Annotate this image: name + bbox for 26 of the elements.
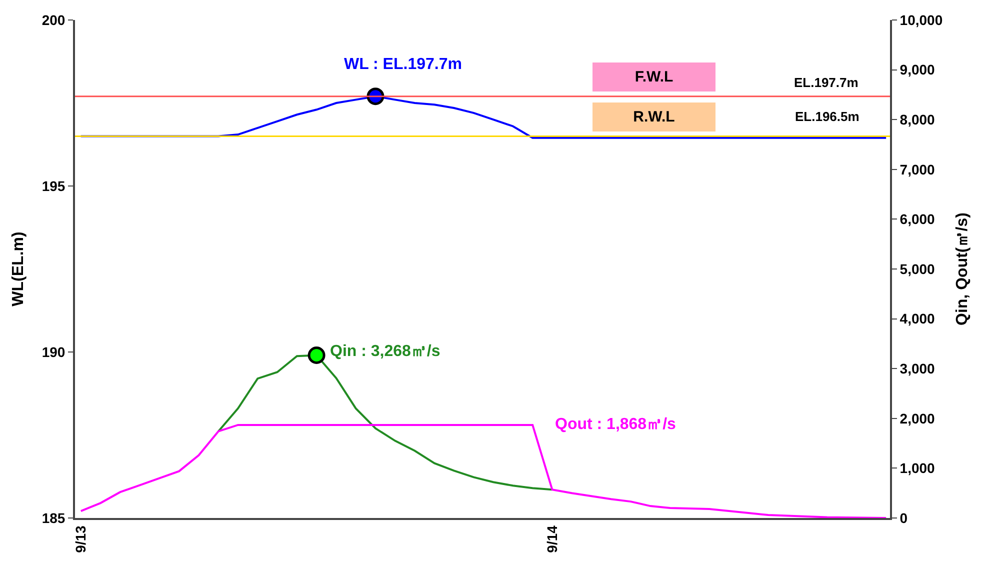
y2-tick-label: 0 [900,510,908,526]
annotation: EL.196.5m [795,109,860,124]
y-tick-label: 195 [42,178,66,194]
y2-tick-label: 7,000 [900,161,936,178]
ref-line-label: F.W.L [634,68,674,86]
x-tick-label: 9/13 [72,525,88,553]
y2-tick-label: 5,000 [900,260,936,277]
y2-tick-label: 10,000 [900,12,943,28]
y2-tick-label: 8,000 [900,112,936,128]
y2-tick-label: 3,000 [900,360,936,376]
y2-tick-label: 2,000 [900,410,936,426]
annotation: EL.197.7m [794,75,858,90]
annotation: WL : EL.197.7m [344,56,462,73]
y-tick-label: 200 [42,12,66,28]
y2-tick-label: 6,000 [900,211,936,228]
annotation: Qin : 3,268㎥/s [330,343,440,360]
y2-tick-label: 4,000 [900,310,936,327]
y2-tick-label: 1,000 [900,460,936,476]
y-tick-label: 190 [42,344,66,360]
y2-tick-label: 9,000 [900,62,936,78]
annotation: Qout : 1,868㎥/s [555,416,676,433]
y2-axis-title: Qin, Qout(㎥/s) [954,212,972,326]
y-tick-label: 185 [42,510,66,526]
y-axis-title: WL(EL.m) [10,232,28,306]
x-tick-label: 9/14 [544,525,560,553]
ref-line-label: R.W.L [633,108,675,126]
